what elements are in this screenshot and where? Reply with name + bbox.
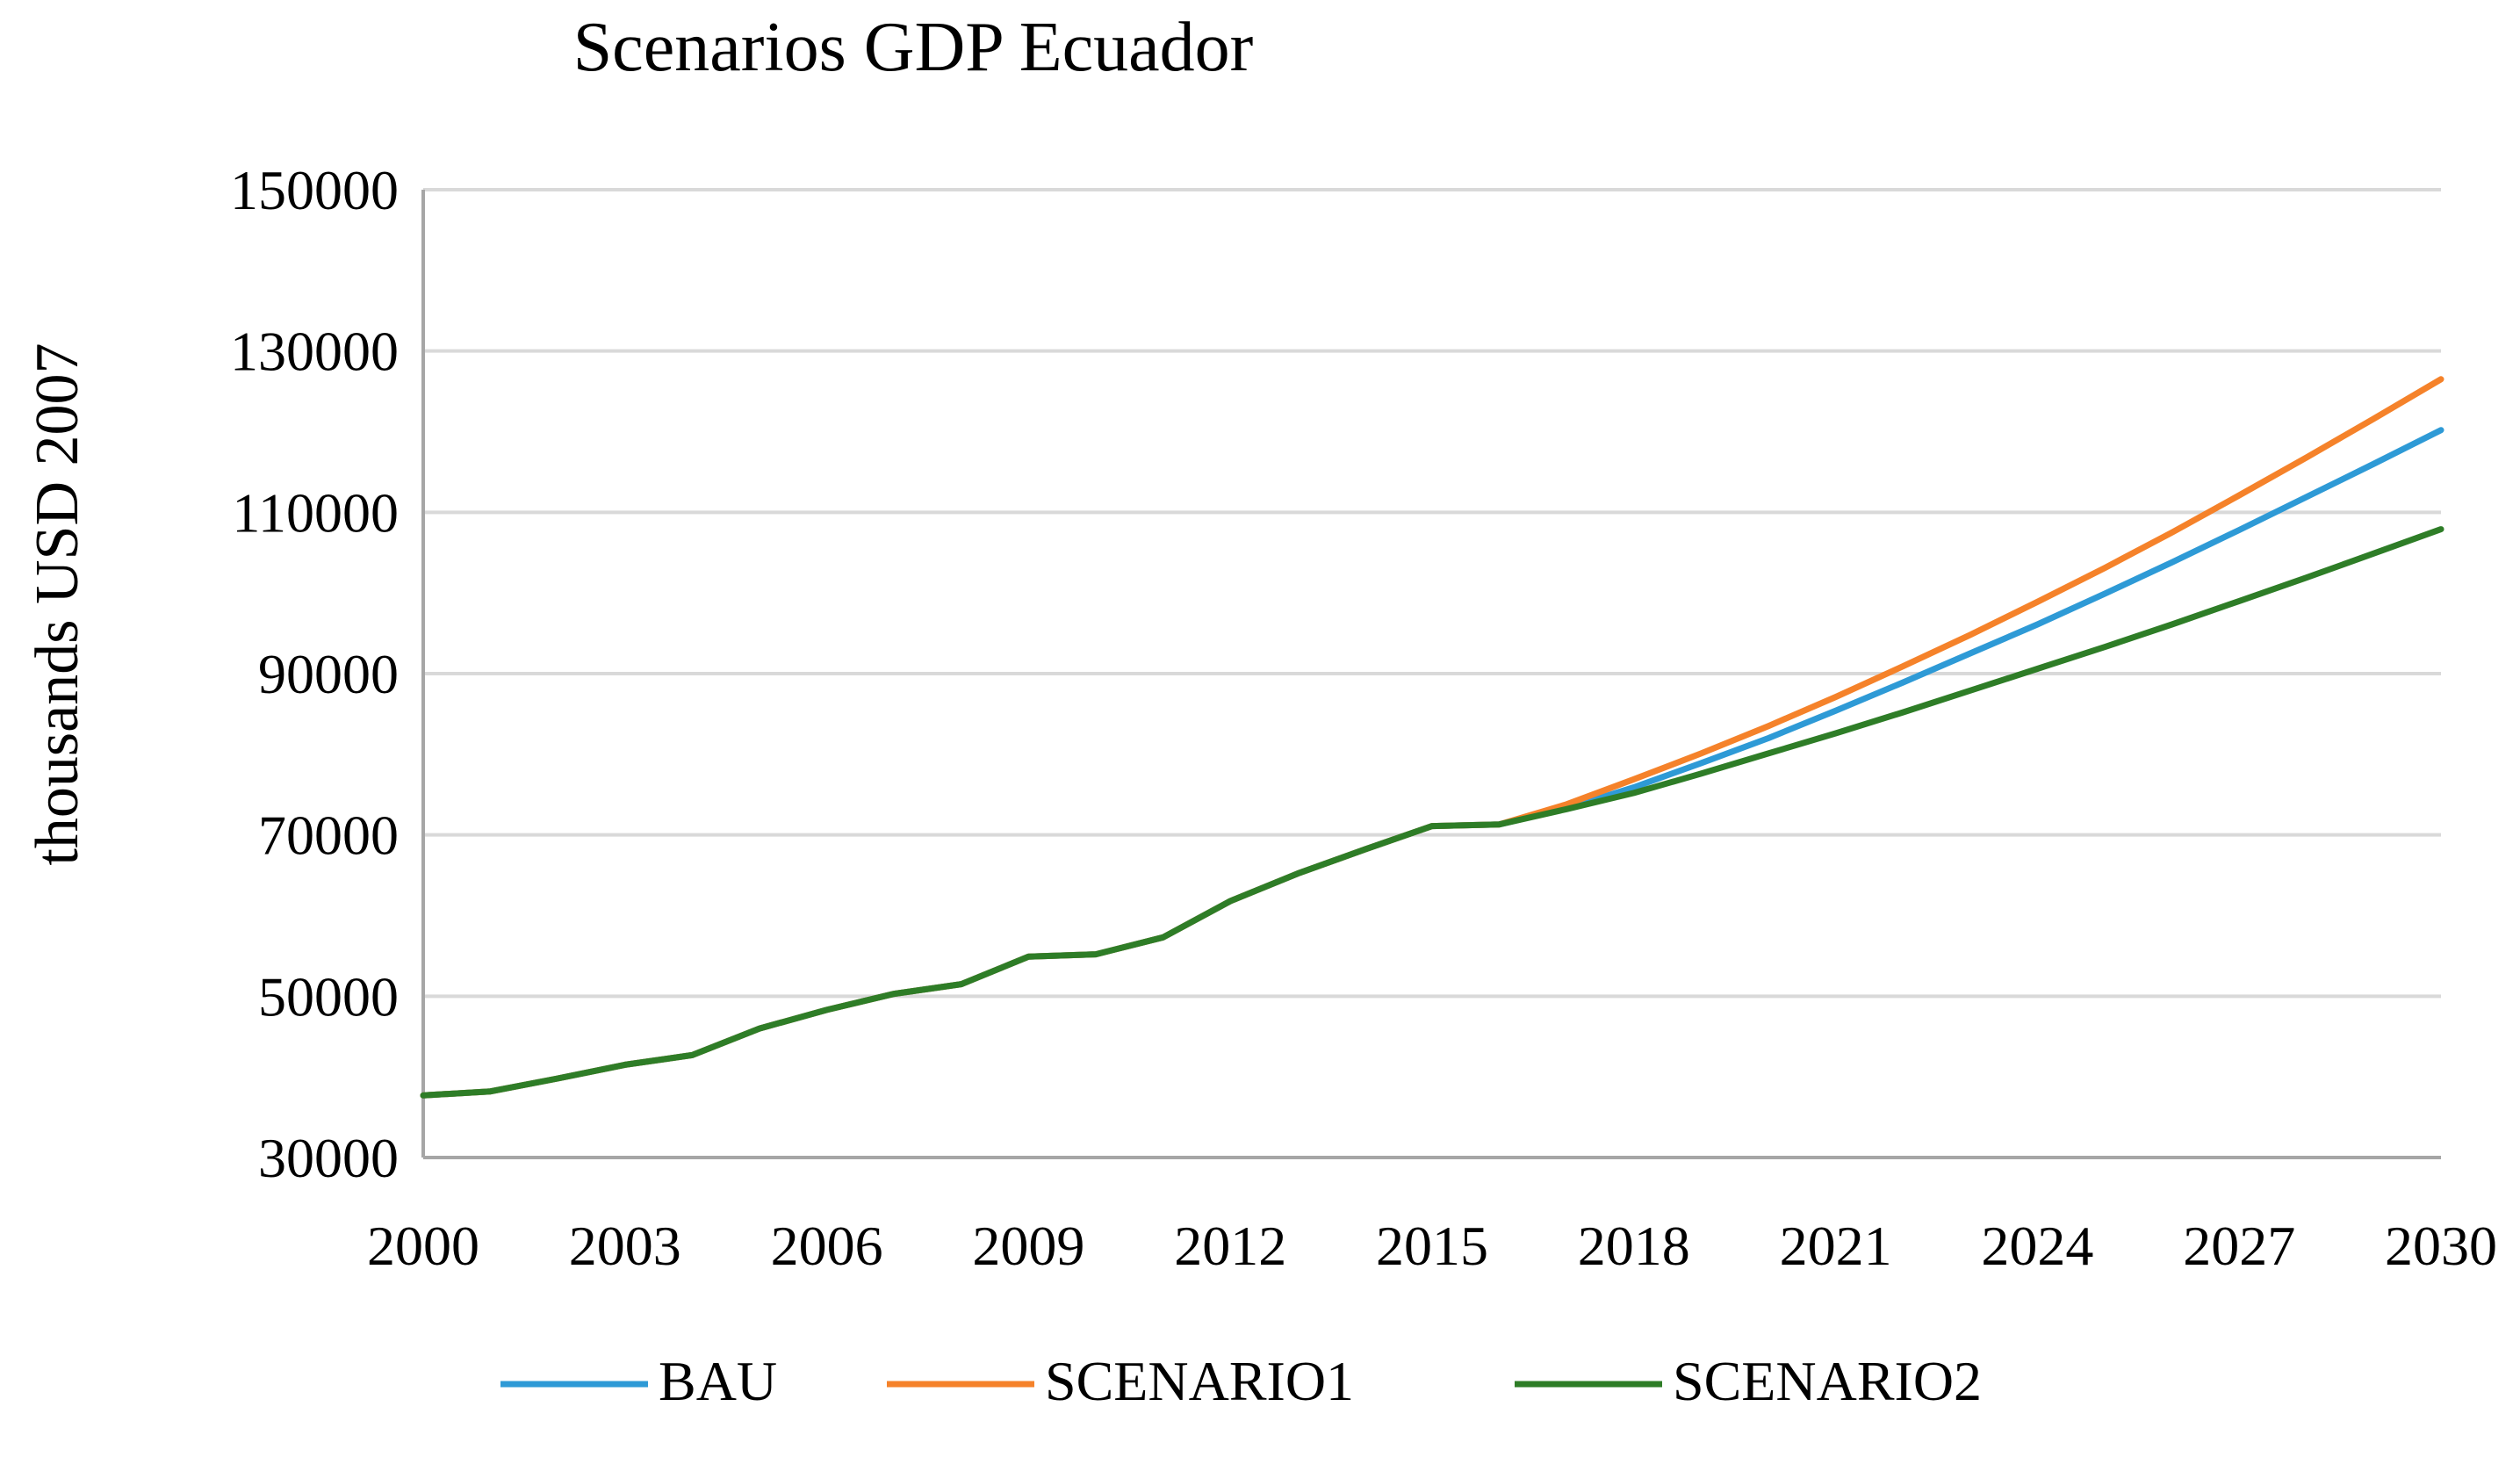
x-tick-label: 2000	[367, 1215, 479, 1277]
y-tick-label: 130000	[230, 321, 399, 383]
series-line-scenario2	[420, 526, 2444, 1099]
x-tick-label: 2030	[2385, 1215, 2497, 1277]
x-tick-label: 2009	[972, 1215, 1084, 1277]
y-tick-label: 50000	[258, 965, 399, 1028]
legend: BAU SCENARIO1 SCENARIO2	[500, 1350, 1982, 1412]
y-tick-label: 150000	[230, 159, 399, 221]
x-tick-label: 2003	[569, 1215, 681, 1277]
x-tick-label: 2006	[771, 1215, 883, 1277]
legend-label-scenario2: SCENARIO2	[1673, 1350, 1982, 1412]
x-tick-label: 2027	[2183, 1215, 2295, 1277]
y-tick-label: 30000	[258, 1127, 399, 1189]
x-tick-label: 2012	[1174, 1215, 1286, 1277]
series-line-scenario1	[420, 376, 2444, 1099]
axes: 30000 50000 70000 90000 110000 130000 150000 20…	[230, 159, 2497, 1277]
gridlines	[423, 188, 2441, 999]
y-tick-label: 110000	[232, 481, 399, 544]
legend-label-bau: BAU	[659, 1350, 777, 1412]
y-axis-label: thousands USD 2007	[24, 343, 91, 865]
series-lines	[420, 376, 2444, 1099]
x-tick-label: 2018	[1578, 1215, 1690, 1277]
x-tick-label: 2024	[1981, 1215, 2093, 1277]
x-tick-label: 2021	[1780, 1215, 1892, 1277]
chart-title: Scenarios GDP Ecuador	[573, 9, 1254, 86]
y-tick-label: 90000	[258, 643, 399, 705]
legend-label-scenario1: SCENARIO1	[1045, 1350, 1354, 1412]
y-tick-label: 70000	[258, 804, 399, 867]
x-tick-label: 2015	[1376, 1215, 1488, 1277]
